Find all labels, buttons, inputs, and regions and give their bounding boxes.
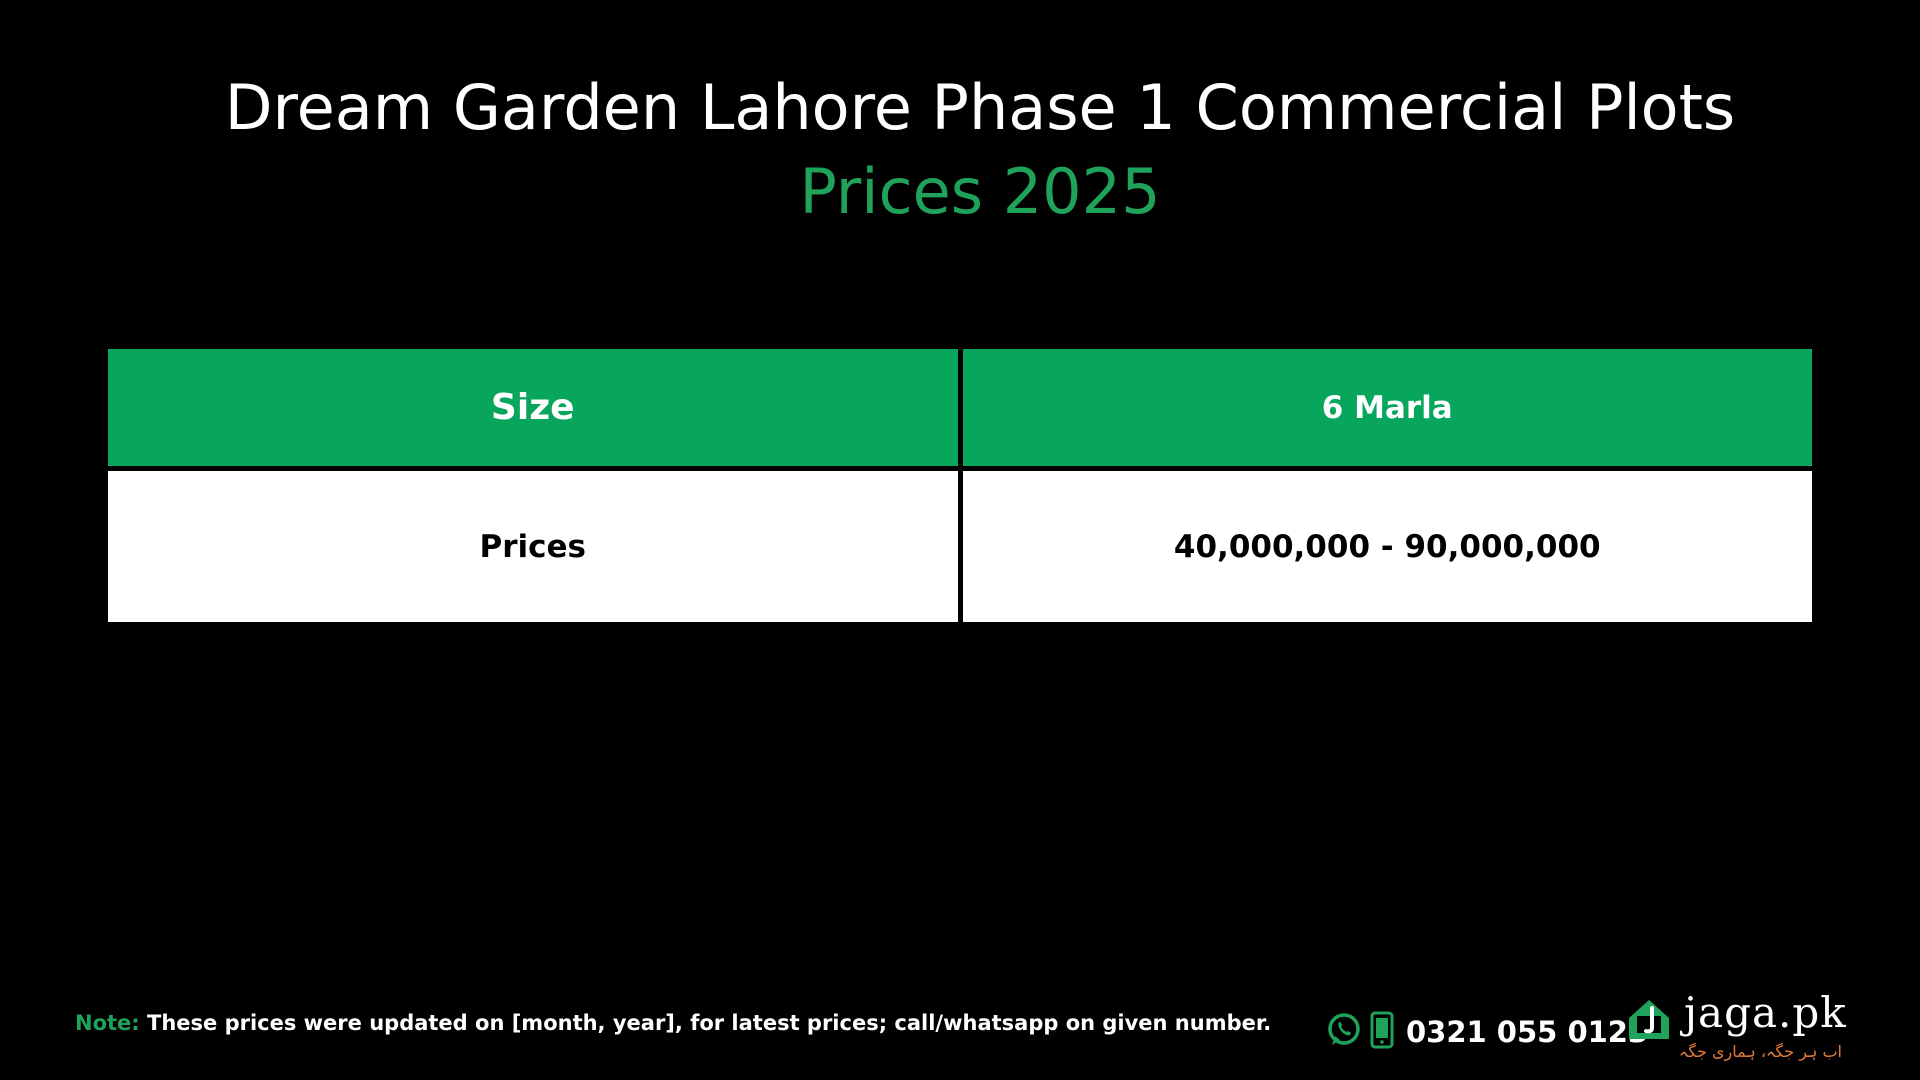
header-cell-size: Size	[108, 349, 963, 471]
note-text: These prices were updated on [month, yea…	[139, 1011, 1272, 1035]
header-cell-6-marla: 6 Marla	[960, 349, 1812, 471]
footer-note: Note: These prices were updated on [mont…	[75, 1011, 1271, 1035]
brand-name: jaga.pk	[1684, 988, 1847, 1037]
contact-info: 0321 055 0123	[1326, 1010, 1648, 1054]
row-label-prices: Prices	[108, 468, 963, 622]
price-table: Size 6 Marla Prices 40,000,000 - 90,000,…	[108, 349, 1812, 622]
row-value-price-range: 40,000,000 - 90,000,000	[960, 468, 1812, 622]
note-label: Note:	[75, 1011, 140, 1035]
phone-number[interactable]: 0321 055 0123	[1406, 1015, 1649, 1049]
brand-logo: jaga.pk اب ہر جگہ، ہماری جگہ	[1626, 988, 1846, 1064]
whatsapp-icon[interactable]	[1326, 1012, 1362, 1053]
page-title: Dream Garden Lahore Phase 1 Commercial P…	[140, 66, 1820, 234]
table-header-row: Size 6 Marla	[108, 349, 1812, 471]
title-accent: Prices 2025	[799, 155, 1161, 228]
house-icon	[1626, 996, 1672, 1047]
brand-tagline: اب ہر جگہ، ہماری جگہ	[1678, 1042, 1842, 1061]
table-row: Prices 40,000,000 - 90,000,000	[108, 468, 1812, 622]
title-main: Dream Garden Lahore Phase 1 Commercial P…	[224, 71, 1736, 144]
mobile-phone-icon	[1370, 1011, 1394, 1054]
